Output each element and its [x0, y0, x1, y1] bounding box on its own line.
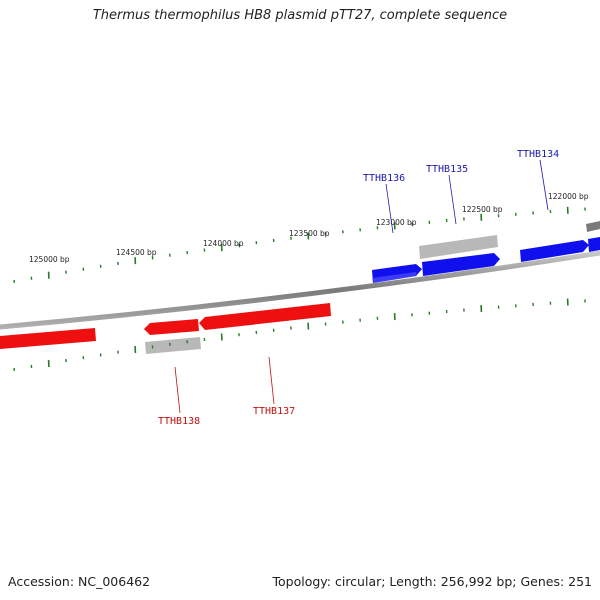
leader-line — [448, 174, 457, 225]
topology-summary: Topology: circular; Length: 256,992 bp; … — [272, 574, 593, 589]
leader-line — [385, 183, 394, 234]
position-label: 123500 bp — [289, 229, 330, 238]
accession-label: Accession: NC_006462 — [8, 574, 151, 589]
gene-label[interactable]: TTHB137 — [253, 406, 295, 417]
gene-feature[interactable] — [422, 253, 500, 276]
position-label: 123000 bp — [376, 218, 417, 227]
gene-label[interactable]: TTHB136 — [363, 173, 405, 184]
gene-label[interactable]: TTHB138 — [158, 416, 200, 427]
leader-line — [539, 159, 549, 211]
plasmid-backbone — [0, 250, 600, 330]
position-label: 125000 bp — [29, 255, 70, 264]
pseudo-gene-feature[interactable] — [419, 235, 498, 259]
position-label: 122500 bp — [462, 205, 503, 214]
map-title: Thermus thermophilus HB8 plasmid pTT27, … — [92, 8, 508, 23]
gene-label[interactable]: TTHB135 — [426, 164, 468, 175]
forward-strand — [372, 221, 600, 283]
leader-line — [268, 356, 275, 405]
leader-line — [174, 366, 181, 414]
gene-feature[interactable] — [372, 272, 417, 283]
gene-labels: TTHB136 TTHB135 TTHB134 TTHB138 TTHB137 — [158, 149, 559, 427]
position-label: 122000 bp — [548, 192, 589, 201]
gene-feature[interactable] — [0, 328, 96, 349]
gene-label[interactable]: TTHB134 — [517, 149, 559, 160]
scale-ticks — [13, 206, 586, 372]
position-label: 124500 bp — [116, 248, 157, 257]
gene-feature[interactable] — [520, 240, 589, 262]
position-label: 124000 bp — [203, 239, 244, 248]
gene-feature[interactable] — [588, 237, 600, 252]
pseudo-gene-feature[interactable] — [145, 337, 201, 354]
label-leaders — [174, 159, 549, 414]
gene-feature[interactable] — [144, 319, 199, 335]
pseudo-gene-feature[interactable] — [586, 221, 600, 232]
gene-feature[interactable] — [199, 303, 331, 330]
position-labels: 125000 bp 124500 bp 124000 bp 123500 bp … — [29, 192, 589, 264]
